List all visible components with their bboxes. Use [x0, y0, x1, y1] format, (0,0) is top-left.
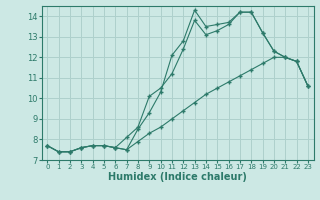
X-axis label: Humidex (Indice chaleur): Humidex (Indice chaleur): [108, 172, 247, 182]
